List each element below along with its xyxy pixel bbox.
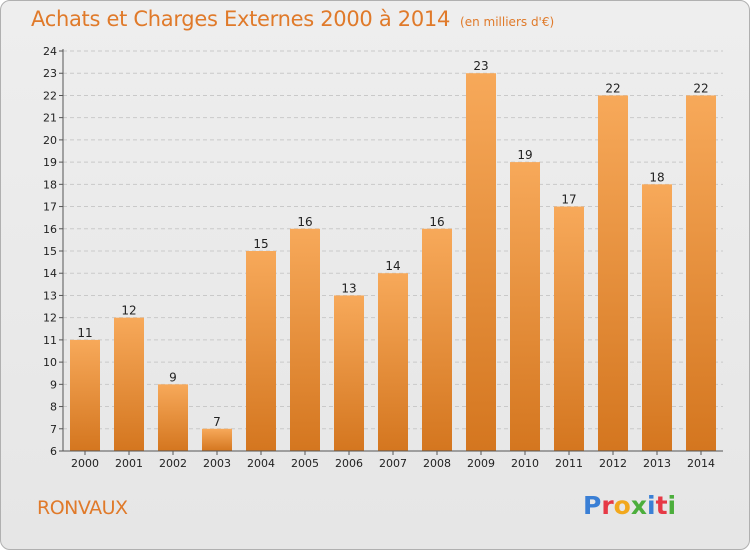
- y-tick-label: 10: [43, 356, 57, 369]
- axes: 6 7 8 9 10 11 12 13 14 15 16 17 18 19 20 21 22 23 24 2000 20…: [43, 45, 723, 470]
- y-tick-label: 11: [43, 334, 57, 347]
- x-tick-label: 2001: [115, 457, 143, 470]
- bar: [422, 228, 452, 451]
- x-tick-label: 2013: [643, 457, 671, 470]
- bar-value-label: 16: [429, 215, 444, 229]
- bar: [202, 428, 232, 451]
- y-tick-label: 21: [43, 112, 57, 125]
- y-tick-label: 20: [43, 134, 57, 147]
- bar: [510, 162, 540, 451]
- chart-subtitle: (en milliers d'€): [460, 15, 555, 29]
- bar-value-label: 9: [169, 370, 177, 384]
- y-tick-label: 7: [50, 423, 57, 436]
- y-tick-label: 16: [43, 223, 57, 236]
- bar-value-label: 15: [253, 237, 268, 251]
- bar-value-label: 12: [121, 304, 136, 318]
- y-tick-label: 8: [50, 401, 57, 414]
- logo-letter: o: [613, 491, 631, 520]
- bar-value-label: 18: [649, 170, 664, 184]
- y-tick-label: 17: [43, 201, 57, 214]
- y-tick-label: 13: [43, 289, 57, 302]
- x-tick-label: 2002: [159, 457, 187, 470]
- x-tick-label: 2004: [247, 457, 275, 470]
- bar-value-label: 11: [77, 326, 92, 340]
- y-tick-label: 15: [43, 245, 57, 258]
- bar-value-label: 13: [341, 281, 356, 295]
- bar: [246, 251, 276, 451]
- y-tick-label: 6: [50, 445, 57, 458]
- logo-letter: r: [601, 491, 614, 520]
- bar: [378, 273, 408, 451]
- bar: [114, 317, 144, 451]
- y-tick-label: 18: [43, 178, 57, 191]
- bars: [70, 73, 716, 452]
- bar-value-label: 22: [693, 81, 708, 95]
- x-tick-label: 2009: [467, 457, 495, 470]
- y-tick-label: 24: [43, 45, 57, 58]
- bar: [334, 295, 364, 451]
- x-tick-label: 2014: [687, 457, 715, 470]
- x-tick-label: 2006: [335, 457, 363, 470]
- x-tick-label: 2008: [423, 457, 451, 470]
- bar-value-label: 19: [517, 148, 532, 162]
- x-tick-label: 2011: [555, 457, 583, 470]
- chart-title: Achats et Charges Externes 2000 à 2014: [31, 7, 451, 31]
- y-tick-label: 23: [43, 67, 57, 80]
- bar: [554, 206, 584, 451]
- bar: [158, 384, 188, 451]
- logo-letter: t: [655, 491, 668, 520]
- y-tick-label: 12: [43, 312, 57, 325]
- bar-value-label: 14: [385, 259, 400, 273]
- bar-value-label: 23: [473, 59, 488, 73]
- logo-letter: i: [667, 491, 677, 520]
- bar: [642, 184, 672, 452]
- bar-value-label: 22: [605, 81, 620, 95]
- bar: [686, 95, 716, 451]
- data-labels: 11 12 9 7 15 16 13 14 16 23 19 17 22 18 22: [77, 59, 708, 429]
- y-tick-label: 9: [50, 378, 57, 391]
- commune-name: RONVAUX: [37, 497, 128, 519]
- logo-letter: i: [647, 491, 656, 520]
- bar: [290, 228, 320, 451]
- bar-value-label: 7: [213, 415, 221, 429]
- y-tick-label: 22: [43, 89, 57, 102]
- title-row: Achats et Charges Externes 2000 à 2014 (e…: [31, 7, 554, 31]
- x-tick-label: 2012: [599, 457, 627, 470]
- bar-value-label: 17: [561, 193, 576, 207]
- y-tick-label: 14: [43, 267, 57, 280]
- bar: [598, 95, 628, 451]
- bar: [466, 73, 496, 451]
- bar: [70, 339, 100, 451]
- x-tick-label: 2000: [71, 457, 99, 470]
- logo-letter: P: [583, 491, 602, 520]
- y-tick-label: 19: [43, 156, 57, 169]
- x-tick-label: 2010: [511, 457, 539, 470]
- x-tick-label: 2003: [203, 457, 231, 470]
- proxiti-logo: Proxiti: [583, 491, 676, 520]
- bar-value-label: 16: [297, 215, 312, 229]
- logo-letter: x: [630, 491, 647, 520]
- x-tick-label: 2005: [291, 457, 319, 470]
- x-tick-label: 2007: [379, 457, 407, 470]
